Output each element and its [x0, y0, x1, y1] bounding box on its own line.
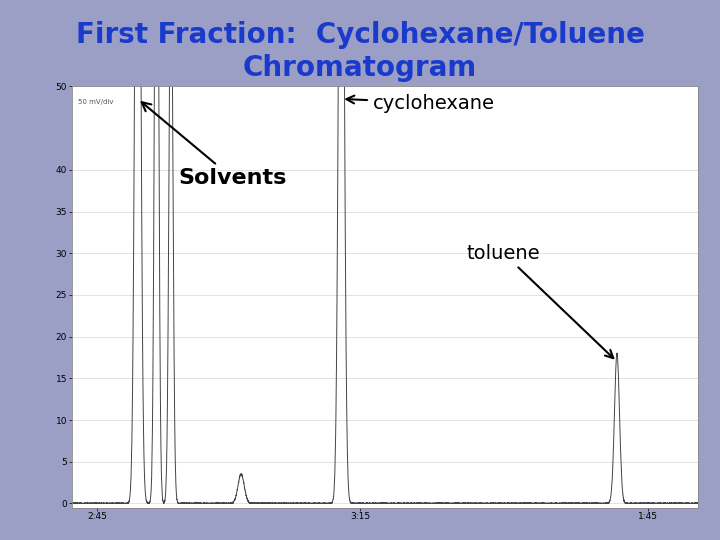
Text: Chromatogram: Chromatogram [243, 53, 477, 82]
Text: First Fraction:  Cyclohexane/Toluene: First Fraction: Cyclohexane/Toluene [76, 21, 644, 49]
Text: toluene: toluene [467, 244, 613, 358]
Text: cyclohexane: cyclohexane [346, 93, 495, 112]
Text: Solvents: Solvents [142, 102, 287, 188]
Text: 50 mV/div: 50 mV/div [78, 99, 114, 105]
